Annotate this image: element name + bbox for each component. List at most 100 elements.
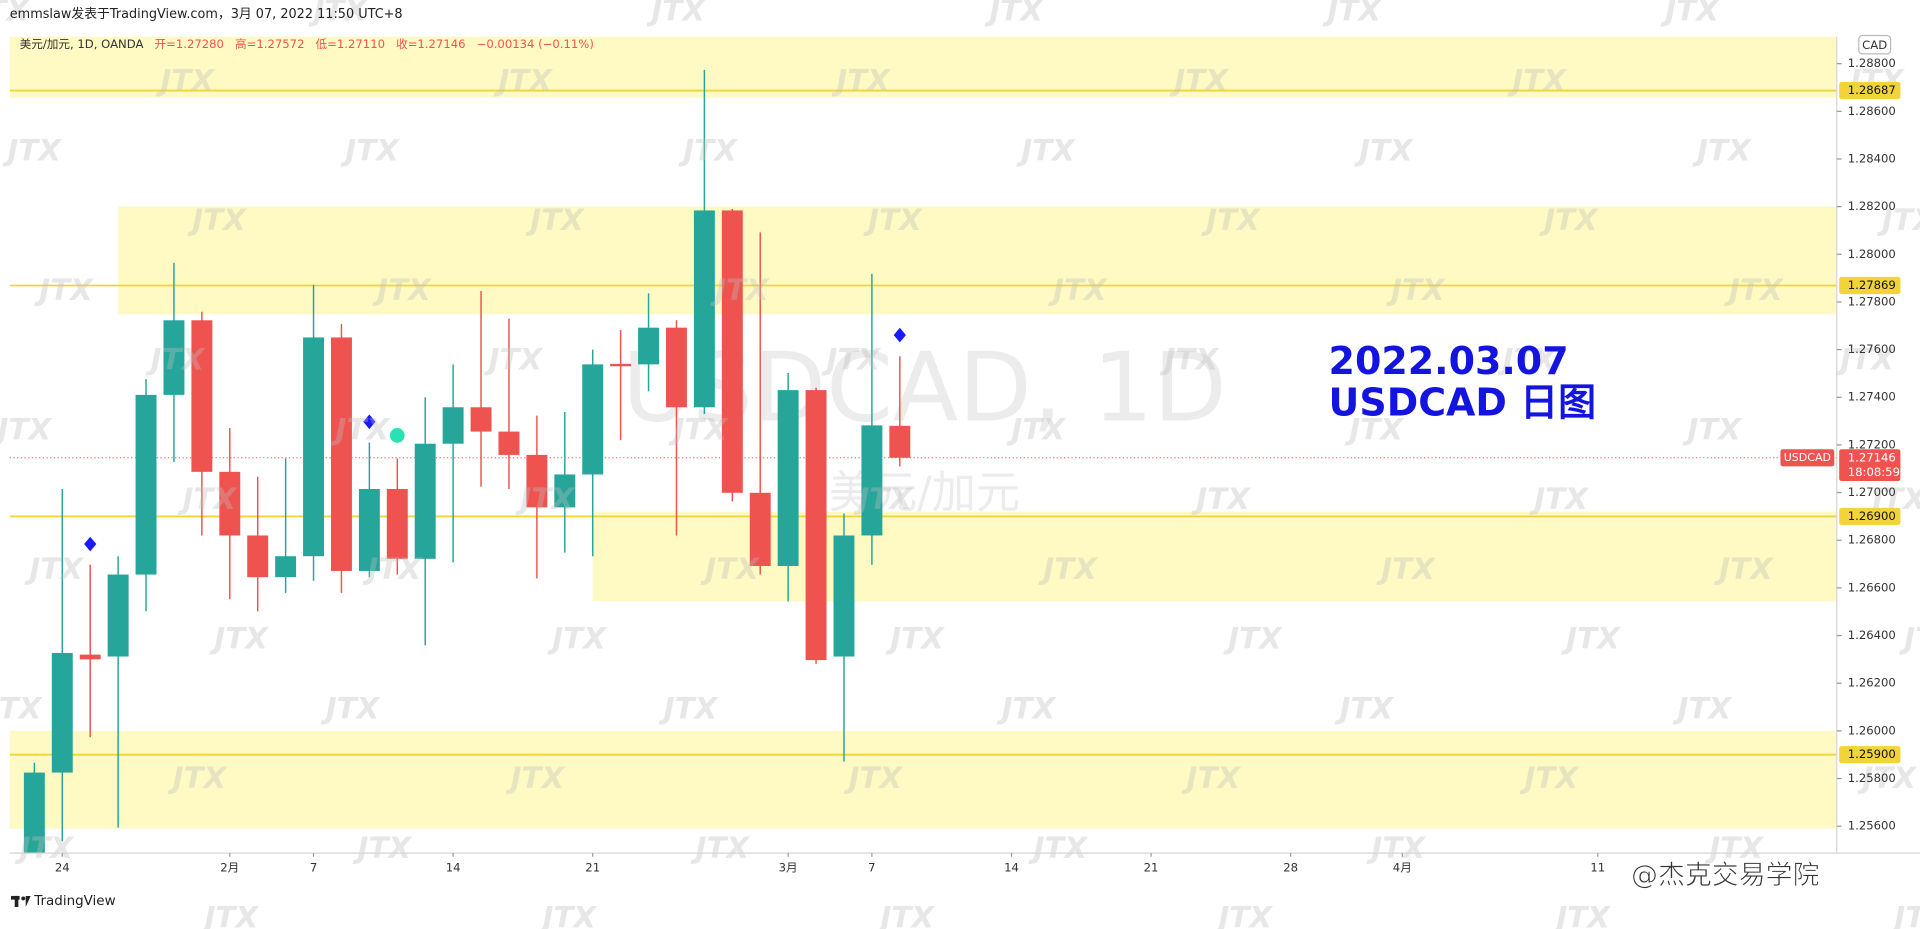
plot-area (9, 69, 1837, 854)
x-tick-label: 21 (585, 860, 600, 874)
candle-body (889, 425, 911, 458)
zone (592, 511, 1837, 602)
y-tick-label: 1.28400 (1848, 151, 1896, 165)
candle-body (219, 471, 241, 536)
brand-watermark: JTX (24, 552, 84, 586)
currency-box[interactable] (1858, 34, 1892, 55)
brand-watermark: JTX (659, 691, 719, 725)
legend-open: 开=1.27280 (155, 37, 224, 51)
x-tick-label: 3月 (779, 860, 798, 874)
level-label: 1.25900 (1848, 747, 1896, 761)
x-tick-label: 24 (55, 860, 70, 874)
y-tick-label: 1.28600 (1848, 104, 1896, 118)
candle-body (247, 535, 269, 578)
brand-watermark: JTX (1223, 622, 1283, 656)
brand-watermark: JTX (1335, 691, 1395, 725)
zone (9, 36, 1837, 98)
brand-watermark: JTX (362, 552, 422, 586)
level-label: 1.28687 (1848, 83, 1896, 97)
brand-watermark: JTX (700, 552, 760, 586)
zone (118, 206, 1837, 315)
symbol-badge (1780, 449, 1835, 467)
brand-watermark: JTX (1386, 273, 1446, 307)
logo-glyph (14, 895, 19, 907)
countdown: 18:08:59 (1848, 465, 1900, 479)
last-price-label: 1.27146 (1848, 450, 1896, 464)
brand-watermark: JTX (668, 412, 728, 446)
level-badge (1839, 276, 1901, 295)
brand-watermark: JTX (15, 831, 75, 865)
brand-watermark: JTX (199, 901, 259, 929)
brand-watermark: JTX (1191, 482, 1251, 516)
brand-watermark: JTX (1835, 343, 1895, 377)
brand-watermark: JTX (875, 901, 935, 929)
x-tick-label: 11 (1590, 860, 1605, 874)
logo-glyph (21, 896, 26, 901)
candle-body (749, 492, 771, 566)
x-tick-label: 14 (446, 860, 461, 874)
y-tick-label: 1.28800 (1848, 56, 1896, 70)
brand-watermark: JTX (515, 482, 575, 516)
brand-watermark: JTX (525, 203, 585, 237)
y-tick-label: 1.26200 (1848, 676, 1896, 690)
brand-watermark: JTX (0, 691, 43, 725)
y-tick-label: 1.26000 (1848, 723, 1896, 737)
brand-watermark: JTX (1376, 552, 1436, 586)
brand-watermark: JTX (1016, 133, 1076, 167)
brand-watermark: JTX (1182, 761, 1242, 795)
brand-watermark: JTX (506, 761, 566, 795)
candle-body (23, 772, 45, 854)
footer-logo: TradingView (33, 894, 115, 909)
brand-watermark: JTX (1201, 203, 1261, 237)
brand-watermark: JTX (484, 343, 544, 377)
brand-watermark: JTX (1159, 343, 1219, 377)
brand-watermark: JTX (1692, 133, 1752, 167)
y-tick-label: 1.27000 (1848, 485, 1896, 499)
annotation: USDCAD 日图 (1329, 381, 1596, 425)
zone (9, 730, 1837, 829)
brand-watermark: JTX (146, 343, 206, 377)
x-tick-label: 7 (310, 860, 317, 874)
brand-watermark: JTX (1714, 552, 1774, 586)
brand-watermark: JTX (1354, 133, 1414, 167)
brand-watermark: JTX (308, 0, 368, 28)
candle-body (610, 363, 632, 367)
brand-watermark: JTX (853, 482, 913, 516)
candle-body (275, 556, 297, 578)
brand-watermark: JTX (1660, 0, 1720, 28)
annotation: 2022.03.07 (1329, 339, 1569, 383)
brand-watermark: JTX (209, 622, 269, 656)
brand-watermark: JTX (493, 64, 553, 98)
brand-watermark: JTX (537, 901, 597, 929)
brand-watermark: JTX (1006, 412, 1066, 446)
brand-watermark: JTX (1344, 412, 1404, 446)
brand-watermark: JTX (844, 761, 904, 795)
y-tick-label: 1.27400 (1848, 390, 1896, 404)
x-tick-label: 14 (1004, 860, 1019, 874)
level-badge (1839, 507, 1901, 525)
level-badge (1839, 82, 1901, 100)
brand-watermark: JTX (831, 64, 891, 98)
legend-high: 高=1.27572 (235, 37, 304, 51)
brand-watermark: JTX (1529, 482, 1589, 516)
ohlc-legend: 美元/加元, 1D, OANDA 开=1.27280 高=1.27572 低=1… (20, 37, 594, 51)
brand-watermark: JTX (0, 412, 53, 446)
brand-watermark: JTX (997, 691, 1057, 725)
y-tick-label: 1.25600 (1848, 819, 1896, 833)
brand-watermark: JTX (1673, 691, 1733, 725)
brand-watermark: JTX (187, 203, 247, 237)
candle-body (414, 443, 436, 559)
candle-body (666, 327, 687, 408)
brand-watermark: JTX (1857, 761, 1917, 795)
y-tick-label: 1.25800 (1848, 771, 1896, 785)
brand-watermark: JTX (1497, 343, 1557, 377)
candle-body (442, 407, 464, 444)
candle-body (386, 489, 408, 559)
level-label: 1.27869 (1848, 278, 1896, 292)
brand-watermark: JTX (0, 0, 30, 28)
y-tick-label: 1.27600 (1848, 342, 1896, 356)
x-tick-label: 21 (1144, 860, 1159, 874)
legend-low: 低=1.27110 (316, 37, 385, 51)
x-tick-label: 4月 (1393, 860, 1412, 874)
